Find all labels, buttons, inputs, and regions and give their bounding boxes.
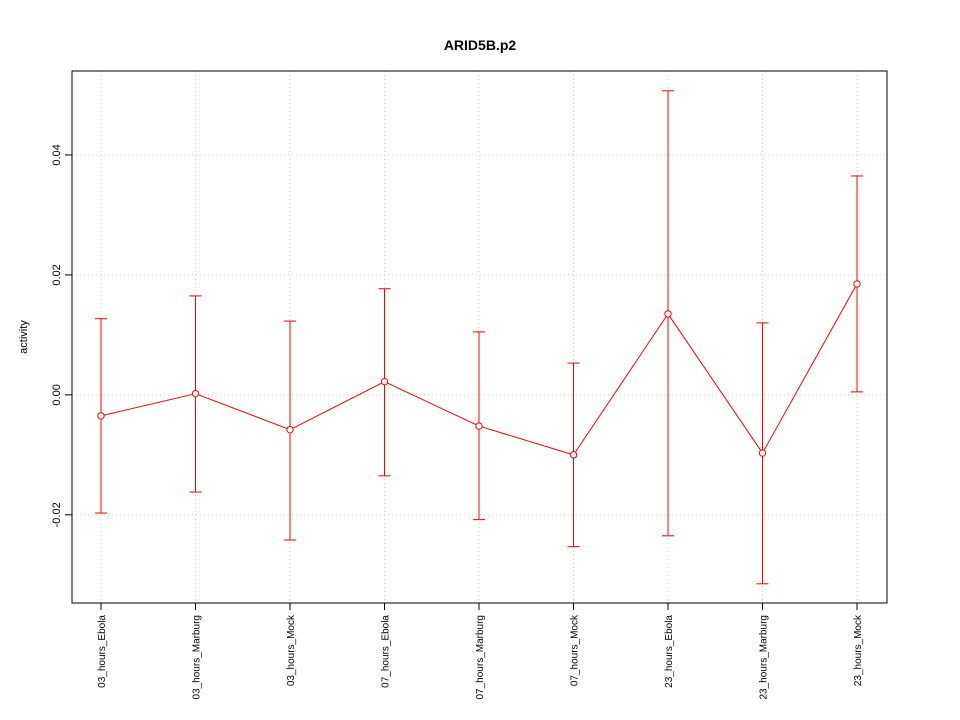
- data-point: [664, 310, 672, 318]
- axes: 03_hours_Ebola 03_hours_Marburg 03_hours_M…: [51, 144, 864, 699]
- x-tick-label: 23_hours_Ebola: [664, 615, 675, 688]
- series-line-segment: [289, 381, 385, 431]
- chart-title: ARID5B.p2: [444, 37, 517, 53]
- series-line-segment: [667, 313, 763, 454]
- x-tick-label: 23_hours_Mock: [853, 614, 864, 686]
- y-tick-label: 0.04: [51, 144, 63, 165]
- data-point: [380, 377, 389, 386]
- series-line-segment: [100, 393, 196, 417]
- series-line-segment: [478, 425, 574, 456]
- data-marks: [95, 90, 863, 585]
- x-tick-label: 03_hours_Mock: [286, 614, 297, 686]
- x-tick-label: 07_hours_Ebola: [381, 615, 392, 688]
- data-point: [286, 425, 294, 434]
- x-tick-label: 07_hours_Mock: [570, 614, 581, 686]
- data-point: [475, 422, 483, 430]
- data-point: [97, 412, 105, 420]
- data-point: [569, 451, 578, 459]
- y-tick-label: 0.02: [51, 264, 63, 285]
- data-point: [853, 280, 861, 288]
- series-line-segment: [195, 393, 291, 431]
- series-line-segment: [762, 283, 858, 454]
- x-tick-label: 03_hours_Marburg: [192, 615, 203, 700]
- y-tick-label: -0.02: [51, 502, 63, 527]
- y-tick-label: 0.00: [51, 384, 63, 405]
- x-tick-label: 03_hours_Ebola: [97, 615, 108, 688]
- data-point: [191, 389, 200, 398]
- x-tick-label: 07_hours_Marburg: [475, 615, 486, 700]
- x-tick-label: 23_hours_Marburg: [759, 615, 770, 700]
- plot-frame: [71, 70, 888, 604]
- series-line-segment: [384, 381, 480, 427]
- y-axis-label: activity: [18, 320, 30, 354]
- data-point: [758, 449, 767, 457]
- series-line-segment: [573, 313, 669, 456]
